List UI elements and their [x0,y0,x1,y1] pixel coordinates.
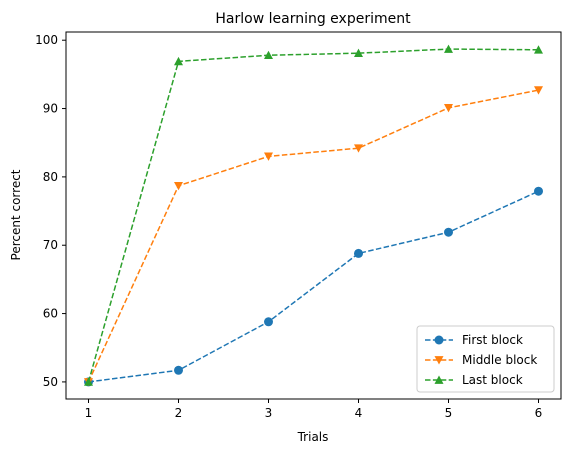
x-tick-label: 6 [535,406,543,420]
legend-swatch-marker [434,375,444,384]
data-point [174,56,183,66]
series-line [88,190,539,383]
series-line [87,48,539,383]
y-tick-label: 80 [43,170,58,184]
legend-entry: Middle block [425,353,537,367]
legend-swatch-marker [434,356,444,365]
series-2 [84,44,543,386]
data-point [264,50,273,60]
chart-title: Harlow learning experiment [215,11,411,27]
data-point [354,48,363,58]
legend-swatch-marker [434,335,444,345]
legend-label: Middle block [462,353,537,367]
data-point [264,152,273,161]
legend: First block Middle block Last block [416,325,555,393]
y-tick-label: 90 [43,102,58,116]
x-tick-label: 3 [265,406,273,420]
x-axis-label: Trials [297,430,329,444]
series-0 [84,186,543,387]
data-point [174,181,183,191]
data-point [354,144,363,153]
data-point [444,104,453,113]
y-axis: 50 60 70 80 90 100 [35,33,66,389]
data-point [534,86,543,95]
legend-box [416,325,555,393]
legend-entry: First block [425,333,523,347]
x-tick-label: 1 [85,406,93,420]
series-layer [84,44,543,387]
y-tick-label: 60 [43,307,58,321]
x-tick-label: 2 [175,406,183,420]
y-tick-label: 50 [43,375,58,389]
data-point [84,377,93,386]
legend-entry: Last block [425,373,523,387]
series-line [87,89,539,383]
plot-area [65,31,562,400]
data-point [534,186,543,196]
y-tick-label: 70 [43,238,58,252]
legend-label: Last block [462,373,523,387]
data-point [174,365,183,375]
data-point [444,44,453,53]
data-point [444,227,453,237]
y-tick-label: 100 [35,33,58,47]
x-tick-label: 5 [445,406,453,420]
legend-label: First block [462,333,523,347]
data-point [534,45,543,54]
data-point [264,317,273,327]
x-axis: 1 2 3 4 5 6 [85,399,543,420]
data-point [354,248,363,258]
y-axis-label: Percent correct [9,169,23,260]
series-1 [84,86,543,387]
x-tick-label: 4 [355,406,363,420]
